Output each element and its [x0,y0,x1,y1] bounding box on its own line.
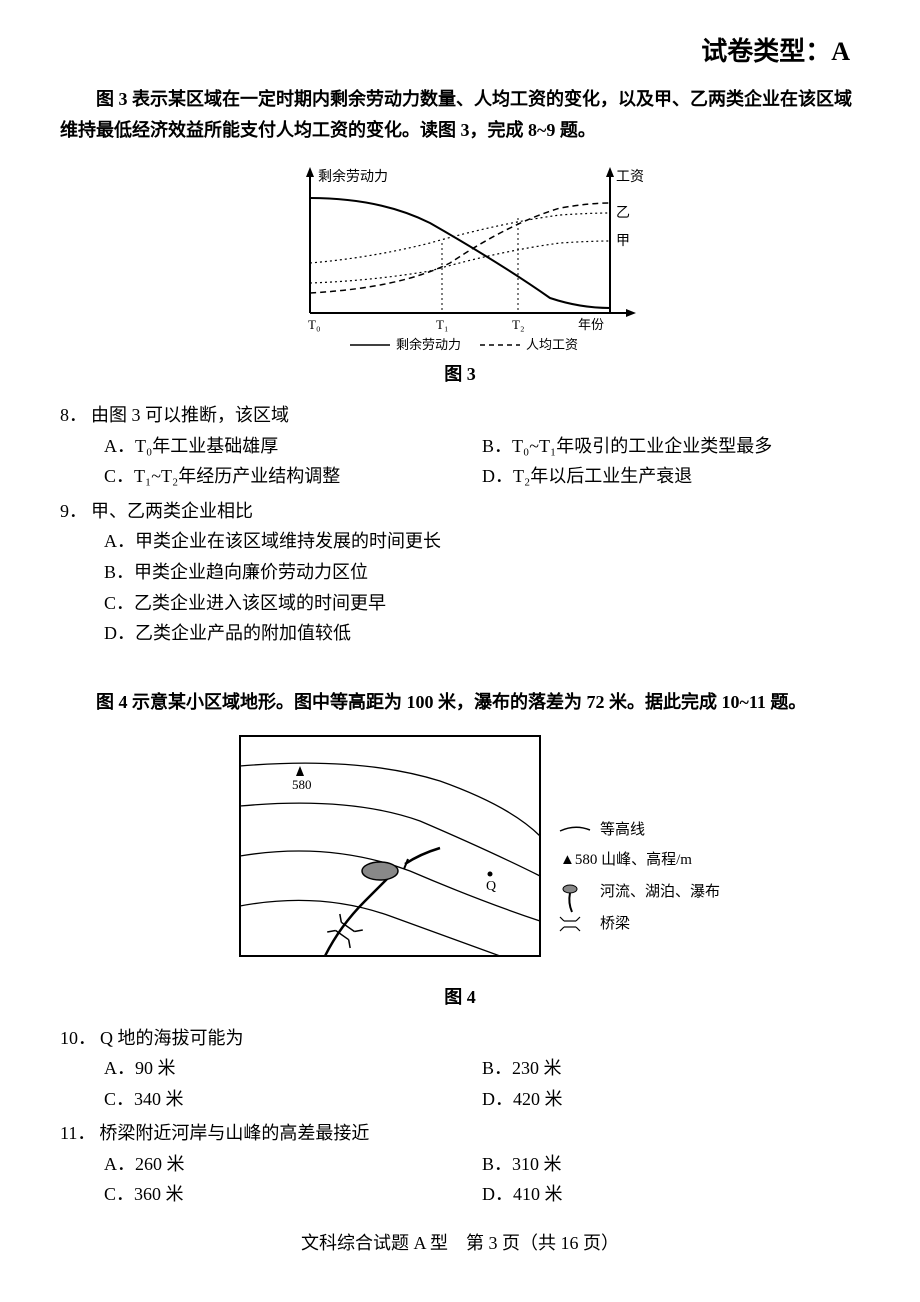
legend-dash: 人均工资 [526,337,578,352]
series-yi-label: 乙 [616,205,630,221]
paper-type-header: 试卷类型：A [60,30,860,74]
q-point-label: Q [486,879,496,894]
legend-contour: 等高线 [600,820,645,838]
q11-opt-a: A．260 米 [104,1149,482,1180]
question-10: 10． Q 地的海拔可能为 A．90 米 B．230 米 C．340 米 D．4… [60,1023,860,1115]
page-footer: 文科综合试题 A 型 第 3 页（共 16 页） [60,1228,860,1259]
q10-opt-c: C．340 米 [104,1084,482,1115]
figure-3-caption: 图 3 [60,359,860,390]
legend-river: 河流、湖泊、瀑布 [600,883,720,900]
figure-3-chart: 剩余劳动力 工资 乙 甲 T₀ T₁ T₂ 年份 剩余劳动力 人均工资 [270,153,650,353]
x-t1: T₁ [436,317,448,332]
q10-opt-a: A．90 米 [104,1053,482,1084]
q8-num: 8． [60,400,87,431]
intro-fig3: 图 3 表示某区域在一定时期内剩余劳动力数量、人均工资的变化，以及甲、乙两类企业… [60,84,860,145]
figure-4-caption: 图 4 [60,982,860,1013]
q10-opt-d: D．420 米 [482,1084,860,1115]
axis-right-label: 工资 [616,169,644,185]
question-8: 8． 由图 3 可以推断，该区域 A．T₀年工业基础雄厚 B．T₀~T₁年吸引的… [60,400,860,492]
q11-num: 11． [60,1118,95,1149]
q8-opt-a: A．T₀年工业基础雄厚 [104,431,482,462]
q8-opt-c: C．T₁~T₂年经历产业结构调整 [104,461,482,492]
q9-stem: 甲、乙两类企业相比 [91,496,253,527]
q10-num: 10． [60,1023,96,1054]
x-year: 年份 [578,317,604,332]
question-9: 9． 甲、乙两类企业相比 A．甲类企业在该区域维持发展的时间更长 B．甲类企业趋… [60,496,860,649]
peak-label: 580 [292,777,312,792]
q9-num: 9． [60,496,87,527]
q11-opt-b: B．310 米 [482,1149,860,1180]
x-t2: T₂ [512,317,524,332]
q9-opt-d: D．乙类企业产品的附加值较低 [104,618,860,649]
axis-left-label: 剩余劳动力 [318,168,388,185]
q9-opt-b: B．甲类企业趋向廉价劳动力区位 [104,557,860,588]
legend-peak: ▲580 山峰、高程/m [560,851,692,868]
legend-bridge: 桥梁 [600,915,630,932]
intro-fig4: 图 4 示意某小区域地形。图中等高距为 100 米，瀑布的落差为 72 米。据此… [60,687,860,718]
legend-solid: 剩余劳动力 [396,337,461,352]
figure-4-map: 580 Q 等高线 ▲580 山峰、高程/m 河流、湖泊、瀑布 桥梁 [180,726,740,976]
q10-opt-b: B．230 米 [482,1053,860,1084]
q9-opt-a: A．甲类企业在该区域维持发展的时间更长 [104,526,860,557]
q11-opt-d: D．410 米 [482,1179,860,1210]
q8-opt-b: B．T₀~T₁年吸引的工业企业类型最多 [482,431,860,462]
x-t0: T₀ [308,317,320,332]
q11-opt-c: C．360 米 [104,1179,482,1210]
q10-stem: Q 地的海拔可能为 [100,1023,244,1054]
q11-stem: 桥梁附近河岸与山峰的高差最接近 [99,1118,369,1149]
q9-opt-c: C．乙类企业进入该区域的时间更早 [104,588,860,619]
q8-stem: 由图 3 可以推断，该区域 [91,400,289,431]
question-11: 11． 桥梁附近河岸与山峰的高差最接近 A．260 米 B．310 米 C．36… [60,1118,860,1210]
series-jia-label: 甲 [616,234,630,249]
q8-opt-d: D．T₂年以后工业生产衰退 [482,461,860,492]
